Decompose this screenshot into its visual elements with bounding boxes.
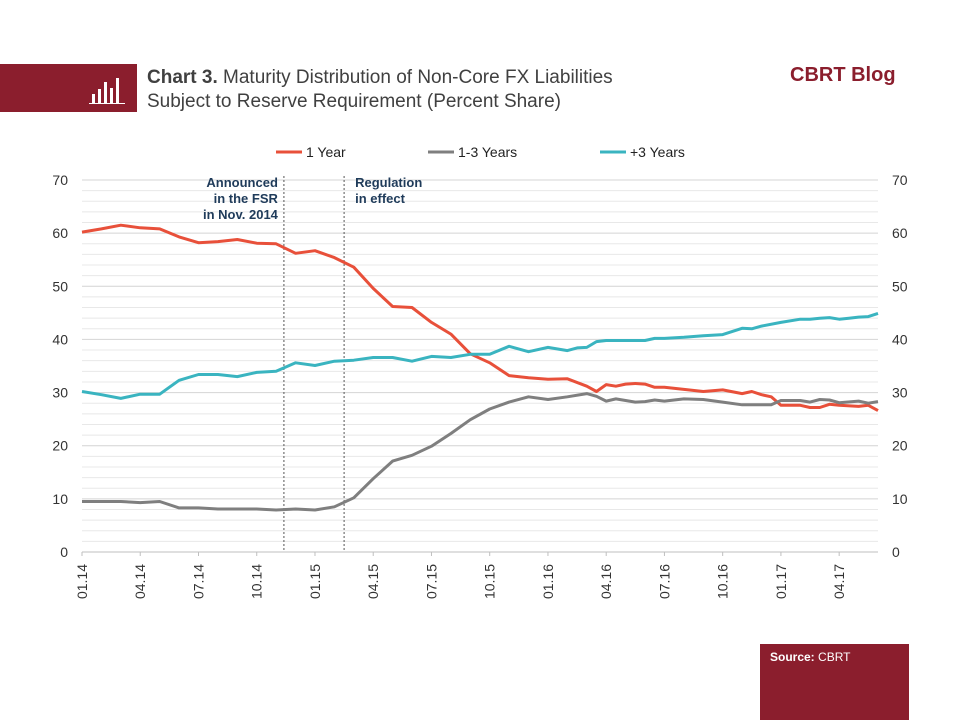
y-axis-right: 0 10 20 30 40 50 60 70 xyxy=(892,172,908,560)
y-tick-label-left: 20 xyxy=(52,438,68,454)
legend-label: +3 Years xyxy=(630,144,685,160)
x-tick-label: 07.14 xyxy=(190,564,206,599)
y-tick-label-right: 0 xyxy=(892,544,900,560)
y-tick-label-left: 30 xyxy=(52,385,68,401)
annotation-text: Regulation xyxy=(355,175,422,190)
x-tick-label: 10.16 xyxy=(715,564,731,599)
x-tick-label: 01.16 xyxy=(540,564,556,599)
annotation-text: in the FSR xyxy=(214,191,279,206)
annotation-text: Announced xyxy=(206,175,278,190)
legend-label: 1 Year xyxy=(306,144,346,160)
x-tick-label: 01.17 xyxy=(773,564,789,599)
source-label: Source: xyxy=(770,650,815,664)
source-value: CBRT xyxy=(818,650,851,664)
legend-label: 1-3 Years xyxy=(458,144,517,160)
x-tick-label: 04.15 xyxy=(365,564,381,599)
title-accent-bar xyxy=(0,64,137,112)
y-tick-label-left: 50 xyxy=(52,278,68,294)
x-tick-label: 01.14 xyxy=(74,564,90,599)
annotation-text: in Nov. 2014 xyxy=(203,207,279,222)
title-line-1: Chart 3. Maturity Distribution of Non-Co… xyxy=(147,66,767,90)
y-tick-label-left: 70 xyxy=(52,172,68,188)
title-line-2: Subject to Reserve Requirement (Percent … xyxy=(147,91,561,112)
source-box: Source: CBRT xyxy=(760,644,909,720)
x-tick-label: 07.16 xyxy=(656,564,672,599)
series-lines xyxy=(81,223,879,512)
chart-title: Chart 3. Maturity Distribution of Non-Co… xyxy=(147,66,767,114)
x-tick-label: 07.15 xyxy=(423,564,439,599)
y-tick-label-left: 10 xyxy=(52,491,68,507)
y-axis-left: 0 10 20 30 40 50 60 70 xyxy=(52,172,68,560)
title-main: Maturity Distribution of Non-Core FX Lia… xyxy=(223,67,613,88)
x-tick-label: 04.14 xyxy=(132,564,148,599)
y-tick-label-right: 30 xyxy=(892,385,908,401)
y-tick-label-right: 10 xyxy=(892,491,908,507)
series-line-one-three xyxy=(82,392,879,512)
x-tick-label: 04.16 xyxy=(598,564,614,599)
y-tick-label-left: 40 xyxy=(52,331,68,347)
x-tick-label: 04.17 xyxy=(831,564,847,599)
legend: 1 Year 1-3 Years +3 Years xyxy=(276,144,685,160)
x-tick-label: 10.14 xyxy=(249,564,265,599)
x-axis: 01.14 04.14 07.14 10.14 01.15 04.15 07.15 10.15… xyxy=(74,552,847,599)
series-line-three-plus xyxy=(81,311,879,400)
x-tick-label: 10.15 xyxy=(482,564,498,599)
y-tick-label-left: 0 xyxy=(60,544,68,560)
x-tick-label: 01.15 xyxy=(307,564,323,599)
y-tick-label-right: 20 xyxy=(892,438,908,454)
y-tick-label-right: 70 xyxy=(892,172,908,188)
y-tick-label-right: 50 xyxy=(892,278,908,294)
grid-lines xyxy=(82,179,878,553)
annotation-text: in effect xyxy=(355,191,406,206)
brand-label: CBRT Blog xyxy=(790,64,896,86)
chart-label: Chart 3. xyxy=(147,67,218,88)
y-tick-label-left: 60 xyxy=(52,225,68,241)
y-tick-label-right: 40 xyxy=(892,331,908,347)
bar-chart-icon xyxy=(89,78,125,104)
y-tick-label-right: 60 xyxy=(892,225,908,241)
